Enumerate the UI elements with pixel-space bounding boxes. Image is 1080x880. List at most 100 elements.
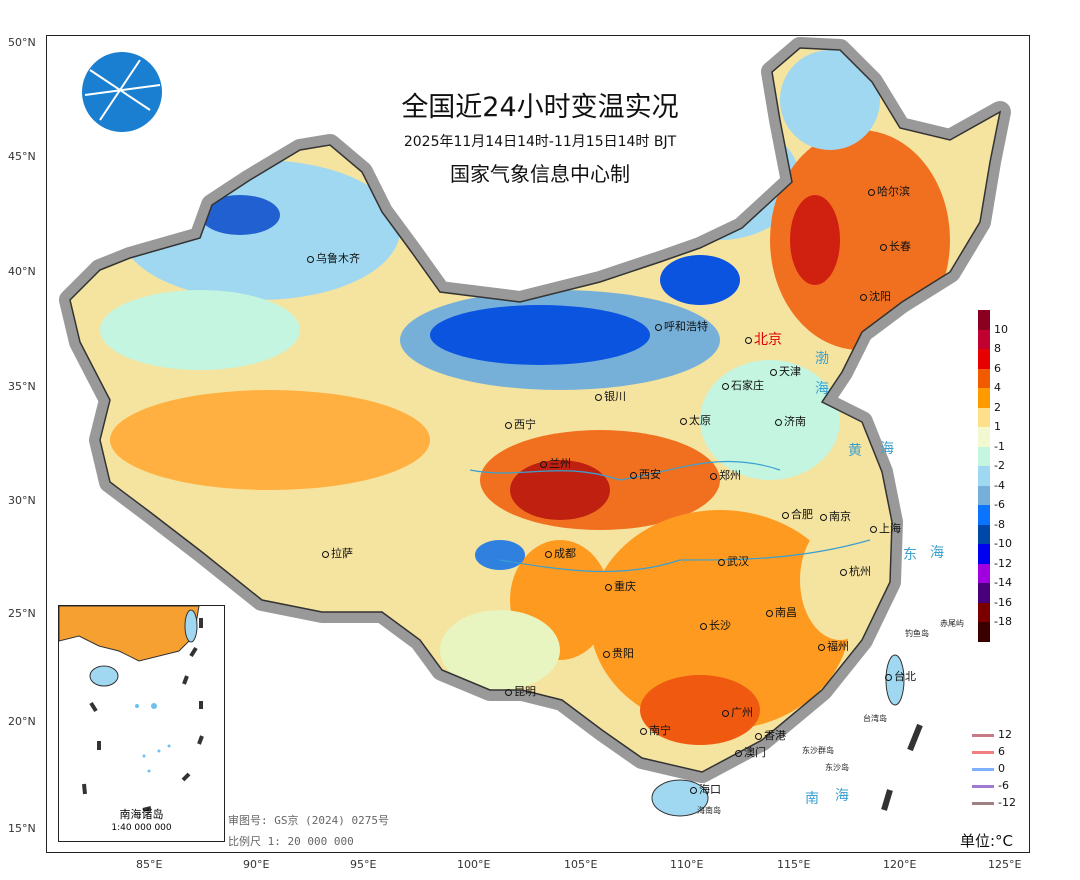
sea-label: 海	[815, 381, 829, 397]
city-label: 台北	[885, 668, 916, 684]
colorbar-swatch	[978, 349, 990, 369]
colorbar-swatch	[978, 310, 990, 330]
lon-tick: 110°E	[670, 858, 704, 871]
city-label: 成都	[545, 545, 576, 561]
map-title: 全国近24小时变温实况	[401, 92, 679, 123]
colorbar-swatch	[978, 329, 990, 349]
place-label: 海南岛	[697, 806, 721, 815]
lon-tick: 120°E	[883, 858, 917, 871]
sea-label: 海	[835, 788, 849, 804]
city-label: 福州	[818, 638, 849, 654]
place-label: 钓鱼岛	[905, 629, 929, 638]
place-label: 东沙群岛	[802, 746, 834, 755]
city-label: 广州	[722, 704, 753, 720]
contour-legend-item: 12	[972, 728, 1012, 741]
city-label: 南宁	[640, 722, 671, 738]
colorbar-swatch	[978, 524, 990, 544]
unit-label: 单位:°C	[960, 832, 1014, 850]
colorbar-label: -6	[994, 498, 1005, 511]
city-label: 杭州	[840, 563, 871, 579]
sea-label: 渤	[815, 351, 829, 367]
inset-scale: 1:40 000 000	[111, 823, 172, 833]
colorbar-label: -16	[994, 595, 1012, 609]
city-label: 拉萨	[322, 545, 353, 561]
city-label-beijing: 北京	[745, 329, 782, 349]
city-label: 济南	[775, 413, 806, 429]
colorbar-swatch	[978, 622, 990, 642]
lat-tick: 20°N	[8, 715, 36, 728]
city-label: 海口	[690, 781, 721, 797]
legend-line	[972, 750, 994, 754]
contour-legend-item: -12	[972, 796, 1016, 809]
colorbar-label: 8	[994, 342, 1001, 355]
colorbar-label: -18	[994, 615, 1012, 628]
lat-tick: 25°N	[8, 607, 36, 620]
city-label: 天津	[770, 363, 801, 379]
map-scale: 比例尺 1: 20 000 000	[228, 835, 354, 848]
city-label: 南京	[820, 508, 851, 524]
legend-line	[972, 767, 994, 771]
lat-tick: 40°N	[8, 265, 36, 278]
sea-label: 海	[930, 545, 944, 561]
colorbar-label: 4	[994, 381, 1001, 394]
lon-tick: 105°E	[564, 858, 598, 871]
colorbar-label: -1	[994, 439, 1005, 453]
place-label: 赤尾屿	[940, 619, 964, 628]
legend-line	[972, 801, 994, 805]
lon-tick: 125°E	[988, 858, 1022, 871]
colorbar-swatch	[978, 427, 990, 447]
legend-label: 6	[998, 745, 1005, 758]
colorbar-label: 2	[994, 400, 1001, 414]
lat-tick: 30°N	[8, 494, 36, 507]
colorbar-label: 6	[994, 361, 1001, 375]
colorbar-label: -2	[994, 459, 1005, 472]
south-china-sea-inset: 南海诸岛 1:40 000 000	[58, 605, 225, 842]
colorbar-label: 1	[994, 420, 1001, 433]
colorbar-swatch	[978, 602, 990, 622]
lon-tick: 95°E	[350, 858, 377, 871]
city-label: 太原	[680, 412, 711, 428]
colorbar-label: -14	[994, 576, 1012, 589]
lon-tick: 90°E	[243, 858, 270, 871]
colorbar-swatch	[978, 485, 990, 505]
legend-label: -6	[998, 779, 1009, 792]
map-frame	[46, 35, 1030, 853]
colorbar-swatch	[978, 466, 990, 486]
colorbar-label: -4	[994, 478, 1005, 492]
strong-cooling-region	[430, 305, 650, 365]
city-label: 呼和浩特	[655, 318, 708, 334]
place-label: 台湾岛	[863, 714, 887, 723]
lat-tick: 50°N	[8, 36, 36, 49]
city-label: 澳门	[735, 744, 766, 760]
legend-label: 12	[998, 728, 1012, 741]
colorbar-label: 10	[994, 322, 1008, 336]
colorbar-swatch	[978, 563, 990, 583]
sea-label: 南	[805, 791, 819, 807]
city-label: 贵阳	[603, 645, 634, 661]
city-label: 武汉	[718, 553, 749, 569]
colorbar-label: -10	[994, 537, 1012, 550]
lon-tick: 100°E	[457, 858, 491, 871]
city-label: 香港	[755, 727, 786, 743]
city-label: 兰州	[540, 455, 571, 471]
boundary-dash	[907, 723, 923, 752]
contour-legend-item: -6	[972, 779, 1009, 792]
sea-label: 东	[903, 547, 917, 563]
lat-tick: 15°N	[8, 822, 36, 835]
city-label: 重庆	[605, 578, 636, 594]
city-label: 长春	[880, 238, 911, 254]
city-label: 沈阳	[860, 288, 891, 304]
city-label: 银川	[595, 388, 626, 404]
lon-tick: 85°E	[136, 858, 163, 871]
lon-tick: 115°E	[777, 858, 811, 871]
city-label: 乌鲁木齐	[307, 250, 360, 266]
issuer: 国家气象信息中心制	[450, 162, 630, 186]
lat-tick: 45°N	[8, 150, 36, 163]
inset-title: 南海诸岛	[119, 808, 164, 821]
legend-label: -12	[998, 796, 1016, 809]
sea-label: 海	[880, 441, 894, 457]
contour-legend-item: 0	[972, 762, 1005, 775]
city-label: 西安	[630, 466, 661, 482]
city-label: 哈尔滨	[868, 183, 910, 199]
